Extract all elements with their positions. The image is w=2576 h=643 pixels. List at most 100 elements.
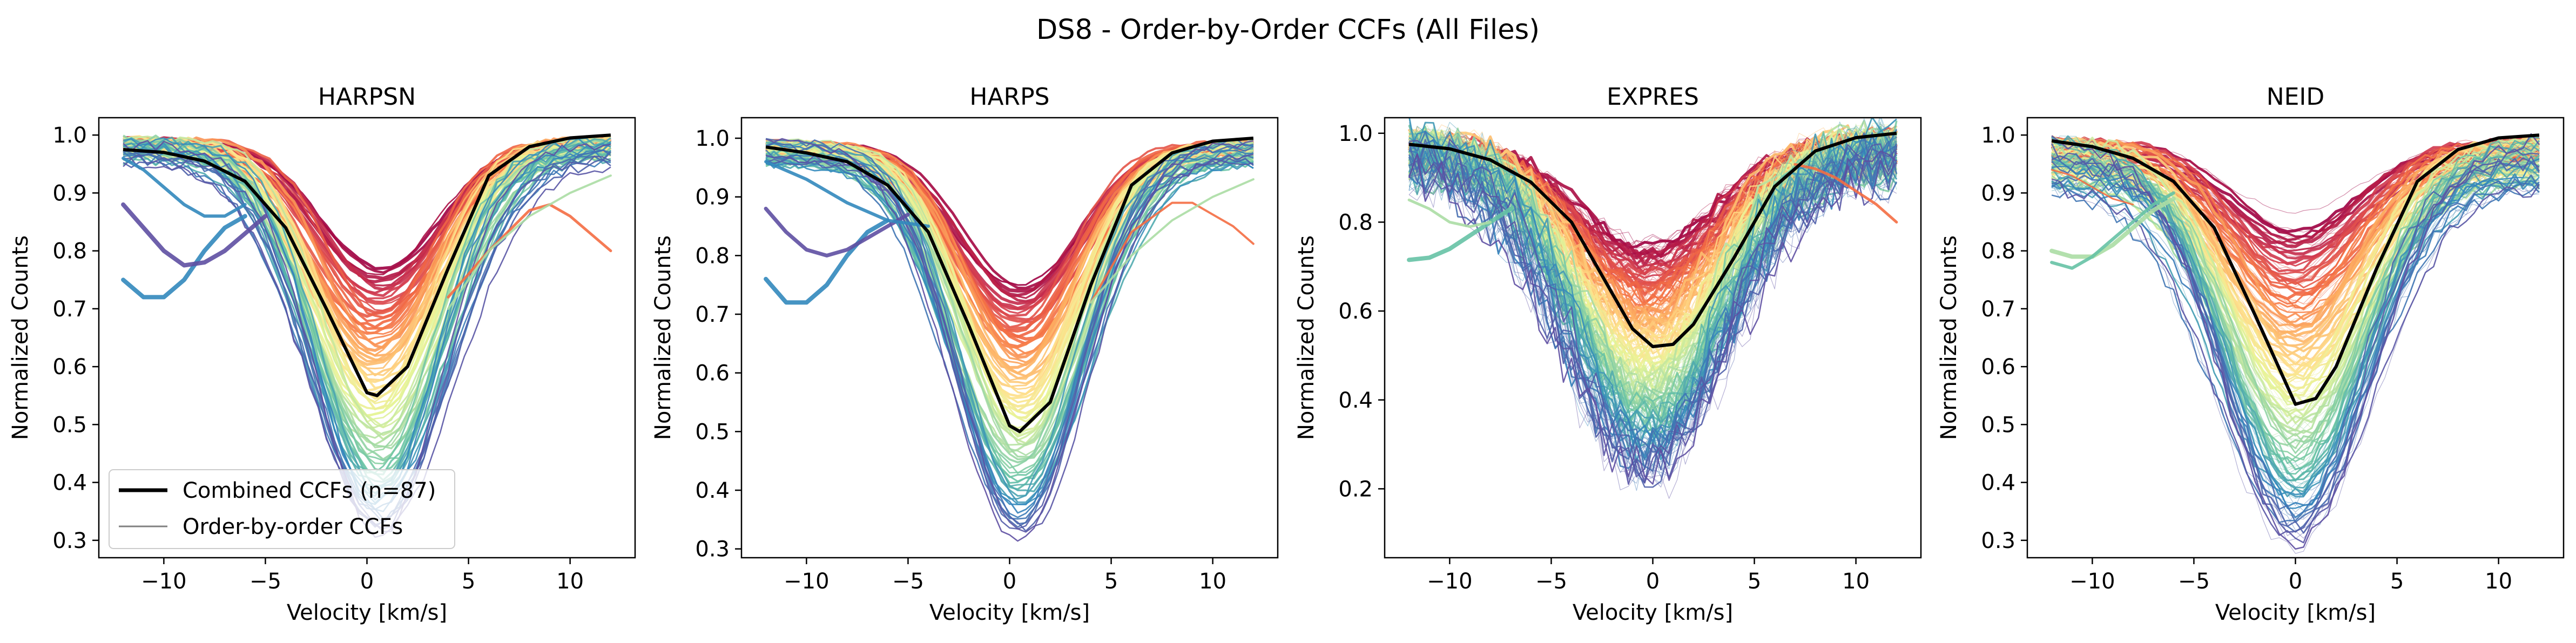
order-ccf-line <box>2051 157 2540 507</box>
legend-box <box>109 469 455 549</box>
order-ccf-line <box>1408 151 1897 483</box>
order-ccf-line <box>1408 121 1897 470</box>
order-ccf-line <box>2051 178 2540 544</box>
x-tick-label: −5 <box>892 569 924 594</box>
order-ccf-line <box>1408 136 1897 491</box>
order-ccf-line <box>2051 133 2540 550</box>
x-tick-label: −10 <box>784 569 829 594</box>
x-axis-label: Velocity [km/s] <box>1573 600 1733 625</box>
order-ccf-line <box>1407 198 1492 228</box>
y-tick-label: 0.4 <box>695 478 730 503</box>
order-ccf-line <box>2051 136 2540 424</box>
order-ccf-line <box>765 150 1253 518</box>
y-tick-label: 1.0 <box>52 123 87 148</box>
order-ccf-line <box>1408 148 1897 475</box>
y-tick-label: 0.8 <box>52 239 87 264</box>
y-axis-label: Normalized Counts <box>651 235 676 440</box>
order-ccf-line <box>1409 138 1898 479</box>
order-ccf-line <box>123 140 611 472</box>
x-tick-label: 5 <box>1748 569 1761 594</box>
combined-ccf-line <box>123 133 611 397</box>
order-ccf-line <box>2052 178 2539 488</box>
y-tick-label: 1.0 <box>1338 121 1373 146</box>
y-tick-label: 0.4 <box>1338 388 1373 413</box>
y-tick-label: 0.9 <box>1981 181 2015 206</box>
x-tick-label: 5 <box>1104 569 1118 594</box>
order-ccf-line <box>1408 144 1897 458</box>
order-ccf-line <box>121 202 268 268</box>
order-ccf-line <box>764 218 890 305</box>
y-tick-label: 0.5 <box>52 412 87 437</box>
figure-title: DS8 - Order-by-Order CCFs (All Files) <box>1036 14 1540 46</box>
y-tick-label: 1.0 <box>695 126 730 151</box>
y-tick-label: 0.7 <box>52 297 87 322</box>
panel-title: HARPS <box>969 83 1049 111</box>
x-tick-label: −10 <box>2069 569 2115 594</box>
y-tick-label: 0.3 <box>1981 529 2015 553</box>
x-tick-label: −10 <box>141 569 186 594</box>
order-ccf-line <box>1408 125 1897 470</box>
y-tick-label: 0.9 <box>695 185 730 210</box>
combined-ccf-line <box>1408 131 1897 348</box>
order-ccf-line <box>765 158 1254 532</box>
order-ccf-line <box>2051 161 2540 509</box>
y-tick-label: 1.0 <box>1981 123 2015 148</box>
x-tick-label: 10 <box>2485 569 2512 594</box>
panel-harps: HARPS −10 −5 0 5 10 0.3 0.4 0.5 0.6 0.7 0.8 0.9 1.0 Ve… <box>651 83 1279 625</box>
order-ccf-line <box>122 157 247 218</box>
y-tick-label: 0.5 <box>695 419 730 444</box>
order-ccf-line <box>1408 120 1898 430</box>
x-axis-label: Velocity [km/s] <box>929 600 1090 625</box>
y-tick-label: 0.3 <box>52 529 87 553</box>
combined-ccf-line <box>2051 133 2540 406</box>
order-ccf-line <box>2051 155 2540 533</box>
y-tick-label: 0.8 <box>695 243 730 268</box>
order-ccf-line <box>1408 129 1898 472</box>
order-ccf-line <box>765 153 1254 520</box>
order-ccf-line <box>765 159 1254 505</box>
order-ccf-line <box>1408 126 1898 308</box>
y-tick-label: 0.7 <box>695 302 730 327</box>
panel-expres: EXPRES −10 −5 0 5 10 0.2 0.4 0.6 0.8 1.0 Velocity [… <box>1294 83 1922 625</box>
order-ccf-line <box>1408 133 1897 471</box>
order-ccf-line <box>2051 177 2540 470</box>
order-ccf-line <box>2051 140 2539 337</box>
plot-area <box>2049 133 2540 554</box>
order-ccf-line <box>1408 143 1897 468</box>
plot-area <box>1407 118 1898 499</box>
order-ccf-line <box>1408 141 1897 472</box>
order-ccf-line <box>2051 181 2540 523</box>
order-ccf-line <box>1408 144 1897 457</box>
x-tick-label: −5 <box>1535 569 1567 594</box>
panel-title: HARPSN <box>318 83 416 111</box>
order-ccf-line <box>1408 118 1898 461</box>
order-ccf-line <box>1408 148 1897 458</box>
order-ccf-line <box>2049 197 2176 259</box>
x-tick-label: 0 <box>360 569 374 594</box>
legend: Combined CCFs (n=87) Order-by-order CCFs <box>109 469 455 549</box>
order-ccf-line <box>2051 182 2540 506</box>
order-ccf-line <box>2051 136 2540 475</box>
x-tick-label: 5 <box>462 569 475 594</box>
order-ccf-line <box>2051 138 2540 309</box>
order-ccf-line <box>765 147 1254 490</box>
y-tick-label: 0.8 <box>1338 210 1373 235</box>
order-ccf-line <box>1408 158 1897 418</box>
y-tick-label: 0.3 <box>695 537 730 562</box>
y-tick-label: 0.6 <box>52 355 87 380</box>
panel-title: NEID <box>2267 83 2325 111</box>
order-ccf-line <box>2051 151 2540 273</box>
order-ccf-line <box>2051 169 2134 206</box>
order-ccf-line <box>2051 158 2539 525</box>
order-ccf-line <box>1408 139 1898 435</box>
order-ccf-line <box>764 206 910 258</box>
order-ccf-line <box>2051 147 2540 520</box>
order-ccf-line <box>2051 183 2539 515</box>
y-tick-label: 0.6 <box>695 361 730 386</box>
x-tick-label: −5 <box>2178 569 2210 594</box>
order-ccf-line <box>1408 137 1897 481</box>
order-ccf-line <box>1408 161 1897 499</box>
y-tick-label: 0.6 <box>1981 355 2015 380</box>
order-ccf-line <box>1090 201 1255 304</box>
order-ccf-line <box>764 160 930 228</box>
